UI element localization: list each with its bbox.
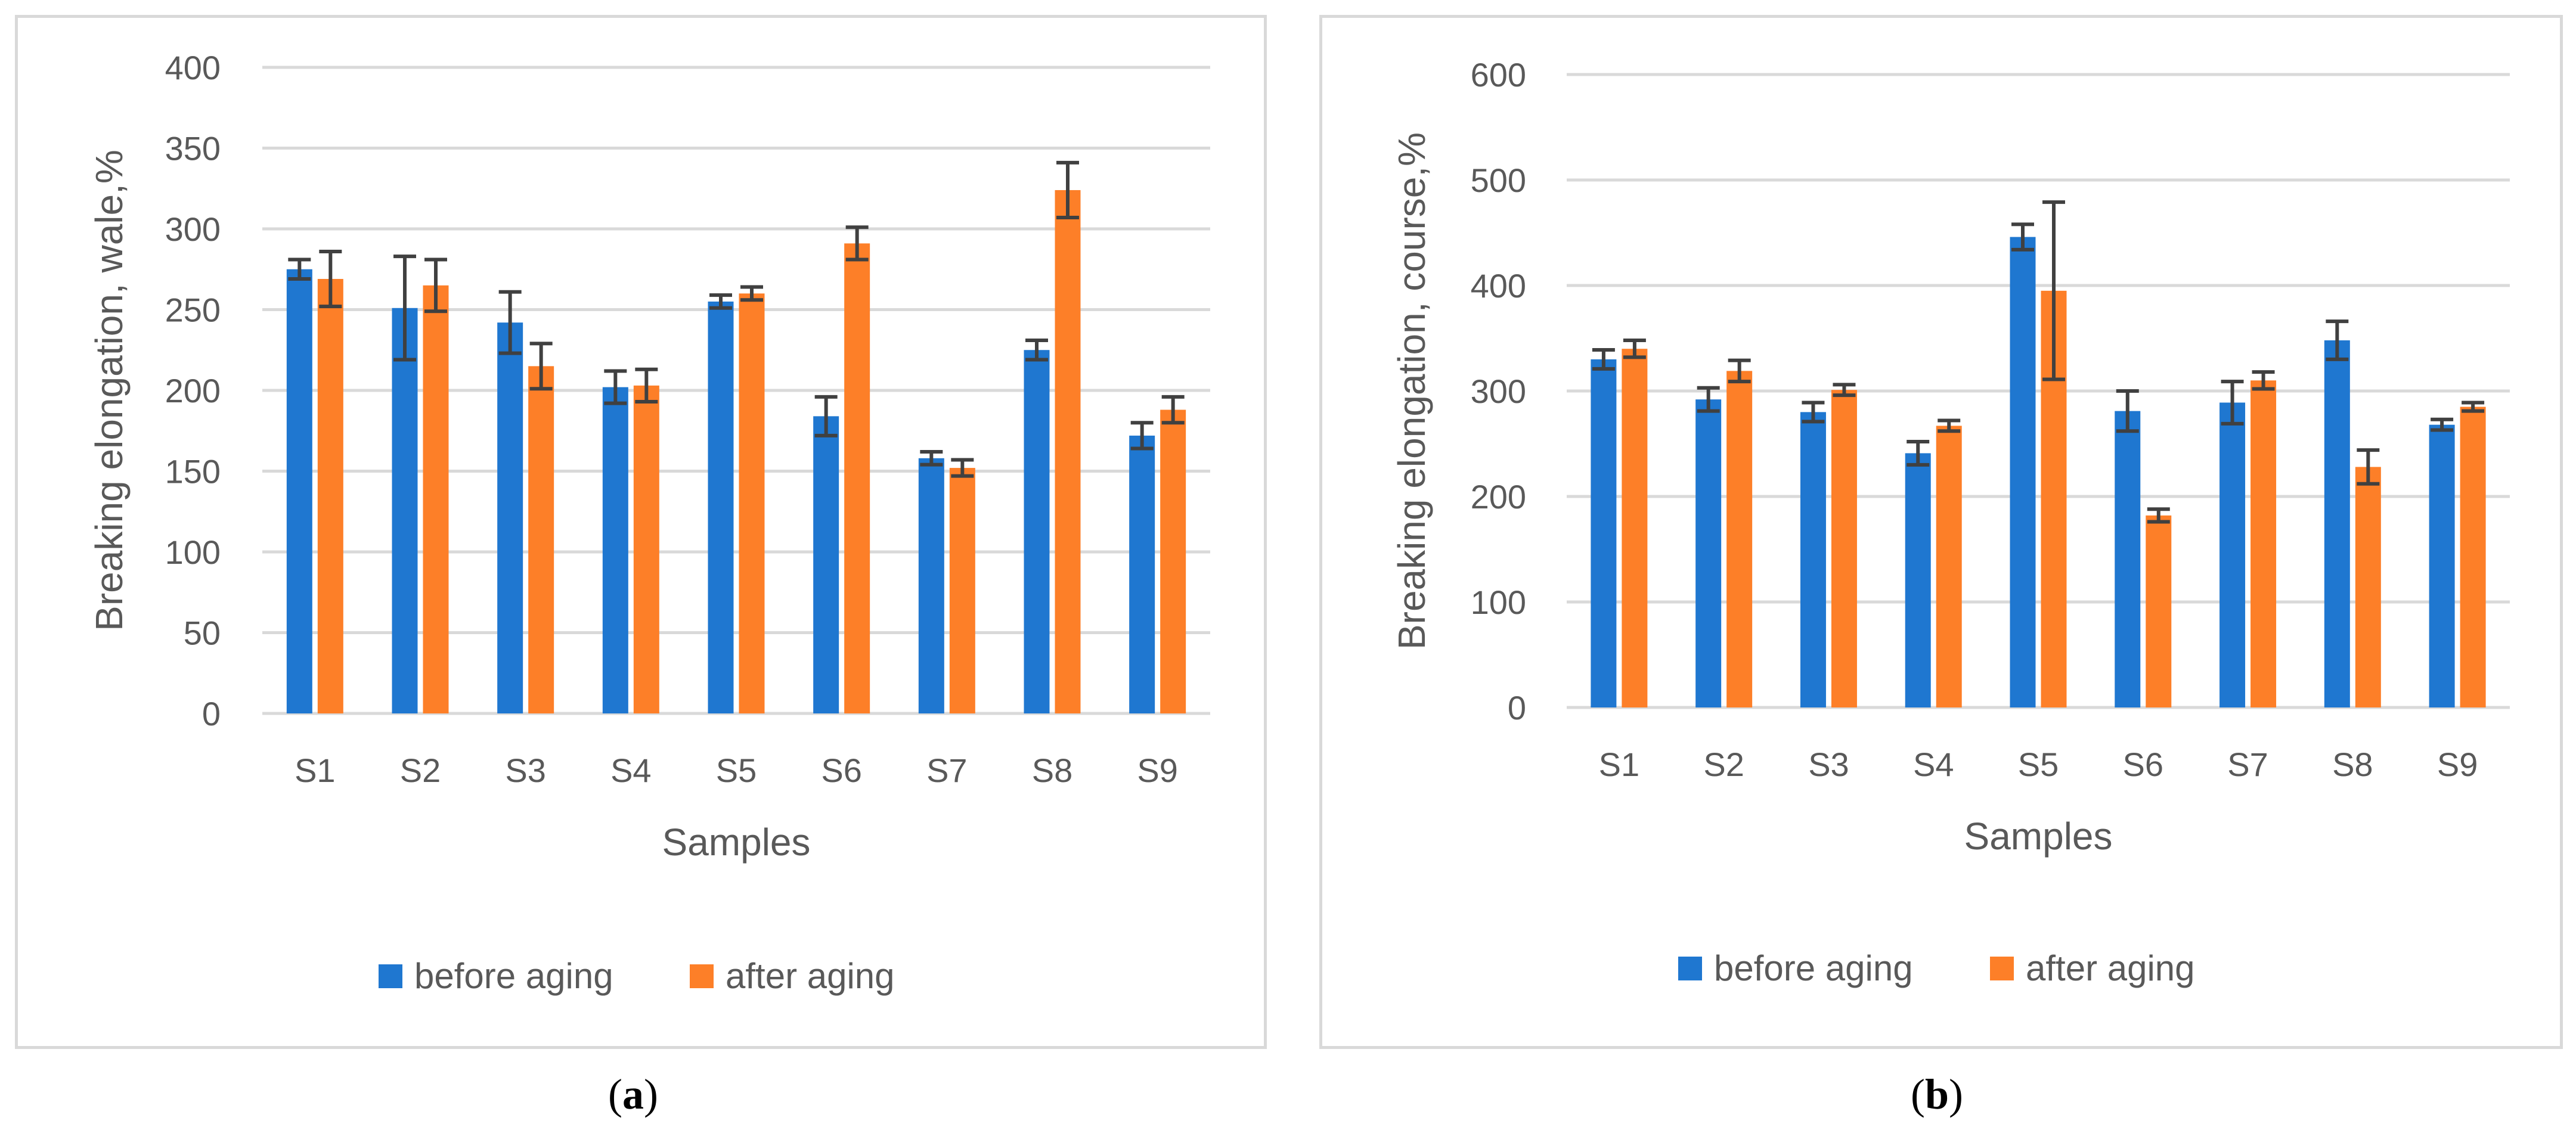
x-tick-label: S9 xyxy=(1137,752,1178,789)
y-tick-label: 350 xyxy=(165,130,221,167)
bar-after-s4 xyxy=(1936,426,1962,707)
bar-after-s6 xyxy=(844,243,870,713)
y-tick-label: 50 xyxy=(184,614,221,652)
y-tick-label: 500 xyxy=(1471,162,1526,199)
bar-after-s8 xyxy=(2355,467,2381,707)
y-axis-title: Breaking elongation, wale,% xyxy=(88,150,131,631)
x-axis-title: Samples xyxy=(662,821,811,864)
bar-after-s7 xyxy=(949,468,975,713)
x-tick-label: S8 xyxy=(1032,752,1073,789)
x-tick-label: S4 xyxy=(1913,746,1954,783)
panel-label-a: (a) xyxy=(608,1070,658,1118)
legend-label-after: after aging xyxy=(2026,948,2195,988)
bar-before-s9 xyxy=(2429,424,2455,707)
y-tick-label: 250 xyxy=(165,291,221,329)
legend-swatch-before xyxy=(379,964,402,988)
bar-before-s5 xyxy=(708,301,734,713)
bar-after-s6 xyxy=(2146,515,2172,707)
bar-before-s6 xyxy=(813,416,839,713)
x-tick-label: S1 xyxy=(1599,746,1640,783)
bar-before-s8 xyxy=(1024,350,1050,713)
bar-before-s6 xyxy=(2115,411,2141,707)
y-tick-label: 200 xyxy=(1471,478,1526,516)
bar-after-s9 xyxy=(2460,406,2486,707)
bar-before-s2 xyxy=(392,308,418,713)
bar-after-s2 xyxy=(1726,371,1753,707)
legend-label-after: after aging xyxy=(726,956,895,996)
y-tick-label: 100 xyxy=(1471,583,1526,621)
y-tick-label: 0 xyxy=(202,695,221,732)
x-tick-label: S6 xyxy=(821,752,862,789)
bar-after-s9 xyxy=(1160,409,1186,713)
bar-after-s7 xyxy=(2250,380,2277,707)
bar-after-s3 xyxy=(528,366,554,713)
y-tick-label: 200 xyxy=(165,372,221,409)
bar-before-s4 xyxy=(1905,453,1931,707)
y-tick-label: 300 xyxy=(1471,373,1526,410)
x-tick-label: S8 xyxy=(2332,746,2373,783)
x-tick-label: S6 xyxy=(2123,746,2164,783)
bar-after-s1 xyxy=(1622,349,1648,707)
bar-before-s4 xyxy=(602,387,628,713)
y-tick-label: 300 xyxy=(165,210,221,248)
bar-before-s1 xyxy=(1591,359,1617,707)
legend-swatch-before xyxy=(1678,957,1702,980)
x-axis-title: Samples xyxy=(1964,815,2113,858)
bar-before-s9 xyxy=(1129,435,1155,713)
panel-label-b: (b) xyxy=(1911,1070,1964,1118)
y-tick-label: 400 xyxy=(1471,267,1526,305)
x-tick-label: S5 xyxy=(716,752,757,789)
bar-after-s3 xyxy=(1831,390,1857,707)
y-tick-label: 150 xyxy=(165,453,221,491)
bar-before-s2 xyxy=(1695,399,1722,707)
x-tick-label: S2 xyxy=(400,752,441,789)
x-tick-label: S7 xyxy=(926,752,968,789)
legend-swatch-after xyxy=(690,964,714,988)
legend-label-before: before aging xyxy=(414,956,613,996)
legend-swatch-after xyxy=(1990,957,2014,980)
y-axis-title: Breaking elongation, course,% xyxy=(1390,132,1433,650)
bar-before-s7 xyxy=(918,458,944,713)
bar-after-s5 xyxy=(739,293,765,713)
x-tick-label: S9 xyxy=(2437,746,2478,783)
x-tick-label: S7 xyxy=(2227,746,2268,783)
bar-before-s3 xyxy=(1800,412,1826,707)
bar-after-s1 xyxy=(317,279,343,713)
x-tick-label: S4 xyxy=(610,752,652,789)
bar-after-s4 xyxy=(633,385,659,713)
bar-before-s5 xyxy=(2010,237,2036,708)
bar-before-s3 xyxy=(497,322,523,713)
bar-before-s1 xyxy=(286,269,312,713)
x-tick-label: S3 xyxy=(505,752,546,789)
y-tick-label: 0 xyxy=(1508,689,1526,727)
x-tick-label: S5 xyxy=(2018,746,2059,783)
bar-after-s2 xyxy=(423,285,449,714)
bar-before-s7 xyxy=(2219,402,2246,707)
y-tick-label: 600 xyxy=(1471,56,1526,94)
legend-label-before: before aging xyxy=(1714,948,1913,988)
bar-after-s8 xyxy=(1055,190,1081,714)
x-tick-label: S3 xyxy=(1808,746,1849,783)
bar-before-s8 xyxy=(2324,340,2350,707)
y-tick-label: 400 xyxy=(165,49,221,86)
x-tick-label: S1 xyxy=(295,752,336,789)
x-tick-label: S2 xyxy=(1703,746,1744,783)
y-tick-label: 100 xyxy=(165,533,221,571)
